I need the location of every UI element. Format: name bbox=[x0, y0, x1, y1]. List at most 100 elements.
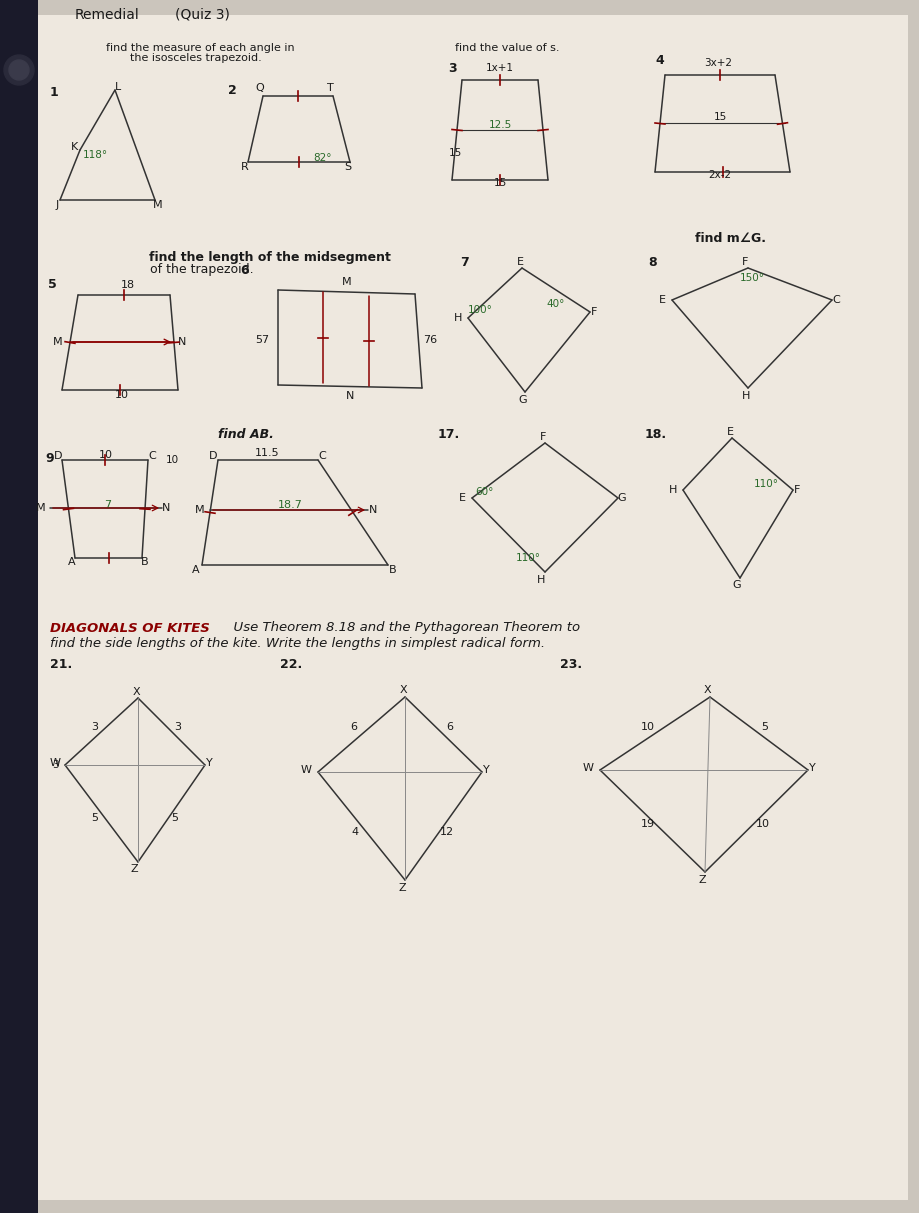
Text: 3: 3 bbox=[92, 722, 98, 731]
Text: 6: 6 bbox=[350, 722, 357, 731]
Text: E: E bbox=[516, 257, 524, 267]
Text: 10: 10 bbox=[165, 455, 178, 465]
Text: M: M bbox=[153, 200, 163, 210]
Text: Use Theorem 8.18 and the Pythagorean Theorem to: Use Theorem 8.18 and the Pythagorean The… bbox=[225, 621, 580, 634]
Text: B: B bbox=[389, 565, 397, 575]
Text: 11.5: 11.5 bbox=[255, 448, 279, 459]
Text: 1: 1 bbox=[50, 85, 59, 98]
Text: the isosceles trapezoid.: the isosceles trapezoid. bbox=[130, 53, 262, 63]
Text: N: N bbox=[346, 391, 354, 402]
Text: 12.5: 12.5 bbox=[488, 120, 512, 130]
Circle shape bbox=[9, 59, 29, 80]
Text: 18.: 18. bbox=[645, 428, 667, 442]
Text: 100°: 100° bbox=[468, 304, 493, 315]
Text: N: N bbox=[162, 503, 170, 513]
Text: Y: Y bbox=[482, 765, 490, 775]
Text: G: G bbox=[618, 492, 627, 503]
Text: 57: 57 bbox=[255, 335, 269, 344]
Text: 19: 19 bbox=[641, 819, 655, 828]
Text: Z: Z bbox=[130, 864, 138, 875]
Text: 3: 3 bbox=[51, 761, 58, 770]
Text: Q: Q bbox=[255, 82, 265, 93]
Text: 3: 3 bbox=[448, 62, 457, 74]
Text: Y: Y bbox=[206, 758, 212, 768]
Text: 60°: 60° bbox=[475, 486, 494, 497]
Text: N: N bbox=[369, 505, 377, 516]
Text: C: C bbox=[148, 451, 156, 461]
Text: (Quiz 3): (Quiz 3) bbox=[175, 8, 230, 22]
Text: 82°: 82° bbox=[312, 153, 331, 163]
Text: 22.: 22. bbox=[280, 659, 302, 672]
FancyBboxPatch shape bbox=[0, 0, 38, 1213]
Text: F: F bbox=[539, 432, 546, 442]
Text: 10: 10 bbox=[115, 391, 129, 400]
Text: 118°: 118° bbox=[83, 150, 108, 160]
Text: 10: 10 bbox=[756, 819, 770, 828]
Text: 40°: 40° bbox=[547, 298, 565, 309]
Text: find m∠G.: find m∠G. bbox=[695, 232, 766, 245]
Text: 18: 18 bbox=[121, 280, 135, 290]
Text: X: X bbox=[399, 685, 407, 695]
Text: 4: 4 bbox=[655, 53, 664, 67]
Text: L: L bbox=[115, 82, 121, 92]
Text: C: C bbox=[318, 451, 326, 461]
Text: J: J bbox=[55, 200, 59, 210]
Text: 10: 10 bbox=[641, 722, 655, 731]
Text: W: W bbox=[301, 765, 312, 775]
Text: G: G bbox=[518, 395, 528, 405]
FancyBboxPatch shape bbox=[38, 15, 908, 1200]
Text: A: A bbox=[192, 565, 199, 575]
Text: X: X bbox=[703, 685, 710, 695]
Text: 7: 7 bbox=[460, 256, 469, 268]
Text: C: C bbox=[832, 295, 840, 304]
Text: Remedial: Remedial bbox=[75, 8, 140, 22]
Text: find the length of the midsegment: find the length of the midsegment bbox=[149, 251, 391, 264]
Text: W: W bbox=[583, 763, 594, 773]
Text: W: W bbox=[50, 758, 61, 768]
Text: find AB.: find AB. bbox=[218, 428, 274, 442]
Text: H: H bbox=[454, 313, 462, 323]
Text: DIAGONALS OF KITES: DIAGONALS OF KITES bbox=[50, 621, 210, 634]
Text: D: D bbox=[53, 451, 62, 461]
Text: K: K bbox=[71, 142, 77, 152]
Text: 18.7: 18.7 bbox=[278, 500, 302, 509]
Text: X: X bbox=[132, 687, 140, 697]
Text: F: F bbox=[742, 257, 748, 267]
Text: 150°: 150° bbox=[740, 273, 765, 283]
Text: M: M bbox=[195, 505, 205, 516]
Text: A: A bbox=[68, 557, 75, 566]
Text: M: M bbox=[342, 277, 352, 287]
Text: F: F bbox=[794, 485, 800, 495]
Text: 3: 3 bbox=[175, 722, 181, 731]
Text: Z: Z bbox=[398, 883, 406, 893]
Text: E: E bbox=[727, 427, 733, 437]
Text: 9: 9 bbox=[45, 451, 53, 465]
Text: 2: 2 bbox=[228, 84, 237, 97]
Text: H: H bbox=[669, 485, 677, 495]
Text: 6: 6 bbox=[240, 263, 249, 277]
Text: 15: 15 bbox=[448, 148, 461, 158]
Text: H: H bbox=[742, 391, 750, 402]
Text: 3x+2: 3x+2 bbox=[704, 58, 732, 68]
Text: 110°: 110° bbox=[516, 553, 540, 563]
Text: 5: 5 bbox=[172, 813, 178, 822]
Text: G: G bbox=[732, 580, 742, 590]
Text: 15: 15 bbox=[713, 112, 727, 123]
Text: 4: 4 bbox=[351, 827, 358, 837]
Circle shape bbox=[4, 55, 34, 85]
Text: find the side lengths of the kite. Write the lengths in simplest radical form.: find the side lengths of the kite. Write… bbox=[50, 638, 545, 650]
Text: T: T bbox=[326, 82, 334, 93]
Text: N: N bbox=[177, 337, 187, 347]
Text: 2x-2: 2x-2 bbox=[709, 170, 732, 180]
Text: 8: 8 bbox=[648, 256, 656, 268]
Text: 5: 5 bbox=[92, 813, 98, 822]
Text: 110°: 110° bbox=[754, 479, 778, 489]
Text: 15: 15 bbox=[494, 178, 506, 188]
Text: 7: 7 bbox=[105, 500, 111, 509]
Text: of the trapezoid.: of the trapezoid. bbox=[150, 263, 254, 277]
Text: 12: 12 bbox=[440, 827, 454, 837]
Text: 1x+1: 1x+1 bbox=[486, 63, 514, 73]
Text: 76: 76 bbox=[423, 335, 437, 344]
Text: E: E bbox=[459, 492, 466, 503]
Text: 21.: 21. bbox=[50, 659, 73, 672]
